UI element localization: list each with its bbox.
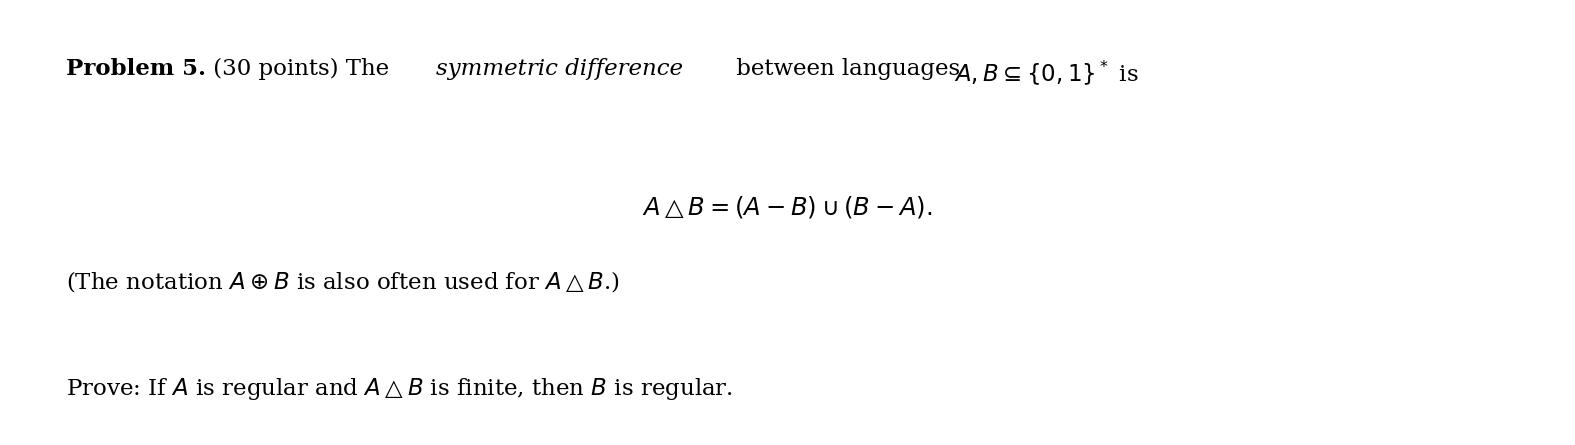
Text: (The notation $A \oplus B$ is also often used for $A\triangle B$.): (The notation $A \oplus B$ is also often… [66, 269, 621, 294]
Text: Problem 5.: Problem 5. [66, 58, 206, 80]
Text: Prove: If $A$ is regular and $A\triangle B$ is finite, then $B$ is regular.: Prove: If $A$ is regular and $A\triangle… [66, 376, 734, 402]
Text: $A, B \subseteq \{0,1\}^*$ is: $A, B \subseteq \{0,1\}^*$ is [954, 58, 1139, 87]
Text: symmetric difference: symmetric difference [436, 58, 684, 80]
Text: (30 points) The: (30 points) The [206, 58, 397, 80]
Text: $A\triangle B = (A - B) \cup (B - A).$: $A\triangle B = (A - B) \cup (B - A).$ [643, 194, 932, 219]
Text: between languages: between languages [729, 58, 967, 80]
